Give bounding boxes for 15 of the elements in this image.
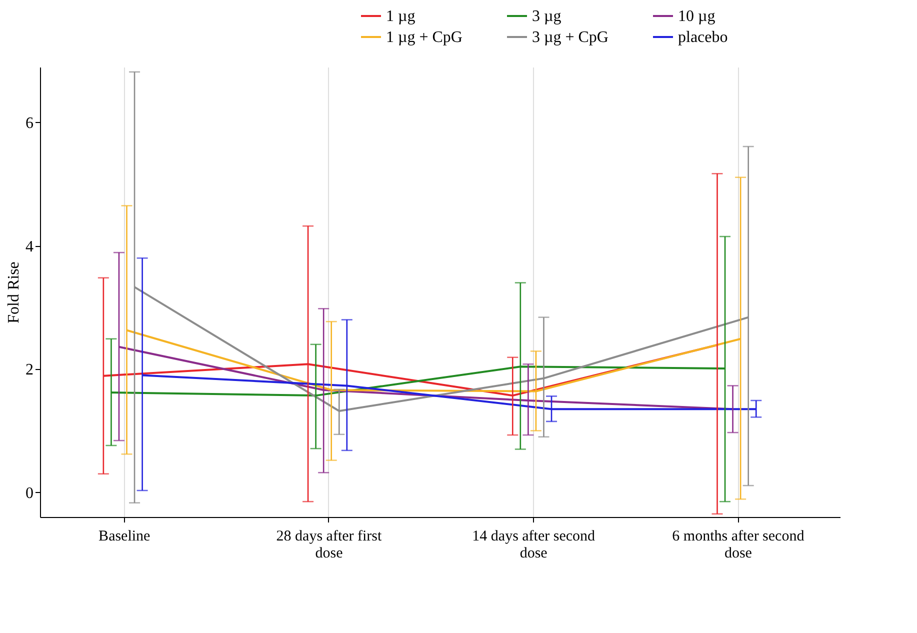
y-axis-title: Fold Rise — [6, 262, 22, 324]
legend-label: placebo — [678, 29, 728, 46]
y-tick-label: 6 — [26, 114, 34, 132]
y-tick-label: 4 — [26, 238, 34, 256]
y-tick-label: 0 — [26, 484, 34, 502]
legend-label: 10 µg — [678, 8, 716, 25]
legend-label: 1 µg + CpG — [386, 29, 463, 46]
x-tick-label: 14 days after second dose — [472, 528, 596, 562]
x-tick-label: 28 days after first dose — [276, 528, 383, 562]
legend-label: 3 µg + CpG — [532, 29, 609, 46]
x-tick-label: Baseline — [98, 528, 151, 544]
legend-label: 3 µg — [532, 8, 562, 25]
y-tick-label: 2 — [26, 362, 34, 379]
x-tick-label: 6 months after second dose — [672, 528, 805, 562]
legend-label: 1 µg — [386, 8, 416, 25]
